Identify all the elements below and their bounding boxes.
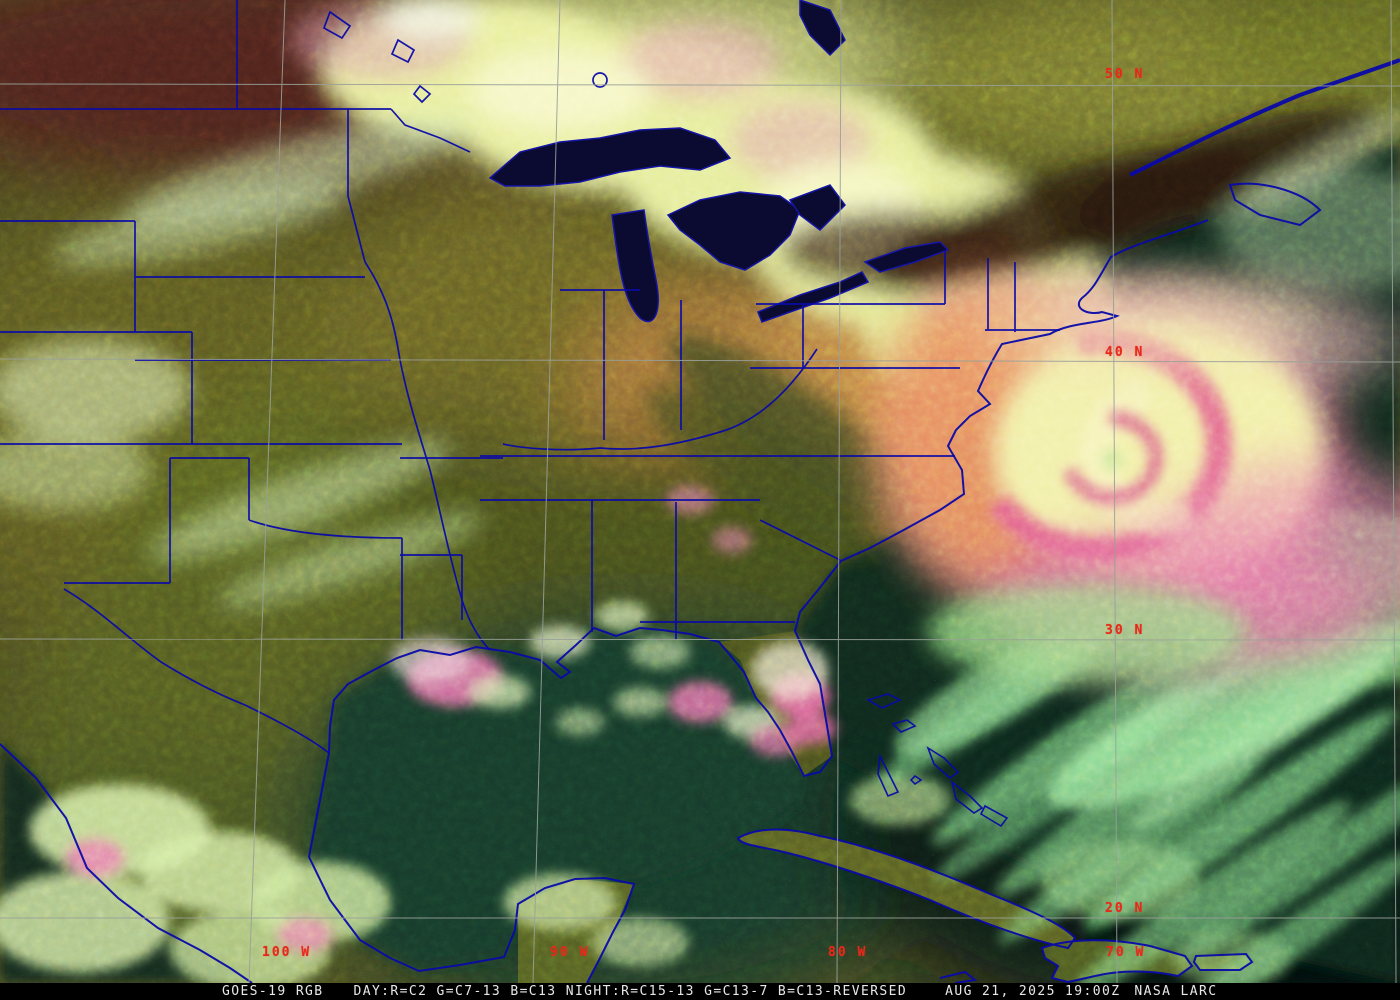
product-name: GOES-19 RGB — [222, 984, 324, 999]
lat-label-50n: 50 N — [1105, 67, 1145, 82]
east-gulf-coastline — [307, 219, 1209, 983]
lon-label-80w: 80 W — [828, 945, 868, 960]
georgian-bay — [788, 184, 846, 231]
gridline-60w — [1390, 0, 1397, 983]
status-bar: GOES-19 RGB DAY:R=C2 G=C7-13 B=C13 NIGHT… — [0, 983, 1400, 1000]
agency-credit: NASA LARC — [1134, 984, 1218, 999]
gridline-40n — [0, 358, 1400, 363]
lake-erie — [757, 271, 870, 323]
lake-superior — [488, 127, 732, 187]
mississippi-river — [364, 261, 491, 651]
gridline-30n — [0, 638, 1400, 641]
gridline-80w — [836, 0, 842, 983]
james-bay — [799, 0, 846, 57]
lat-label-30n: 30 N — [1105, 623, 1145, 638]
lon-label-90w: 90 W — [550, 945, 590, 960]
rio-grande — [63, 588, 330, 754]
gridline-70w — [1111, 0, 1118, 983]
ohio-river — [502, 348, 818, 451]
lake-michigan — [611, 209, 659, 323]
lat-label-40n: 40 N — [1105, 345, 1145, 360]
lat-label-20n: 20 N — [1105, 901, 1145, 916]
lon-label-70w: 70 W — [1106, 945, 1146, 960]
timestamp: AUG 21, 2025 19:00Z — [945, 984, 1121, 999]
lake-ontario — [863, 241, 950, 273]
gridline-100w — [248, 0, 286, 983]
great-lakes — [488, 0, 950, 323]
puerto-rico-outline — [1192, 952, 1254, 971]
band-recipe: DAY:R=C2 G=C7-13 B=C13 NIGHT:R=C15-13 G=… — [353, 984, 908, 999]
pacific-coastline — [0, 743, 253, 983]
cuba-outline — [736, 828, 1077, 950]
lon-label-100w: 100 W — [262, 945, 312, 960]
st-lawrence — [1129, 58, 1400, 177]
hispaniola-outline — [1040, 939, 1194, 983]
bahamas-outlines — [865, 693, 1009, 828]
state-borders — [0, 0, 1060, 754]
coastlines — [0, 58, 1400, 983]
nova-scotia-outline — [1228, 182, 1322, 227]
gridline-90w — [532, 0, 561, 983]
gridline-50n — [0, 83, 1400, 87]
lake-huron — [666, 191, 801, 271]
jamaica-outline — [939, 970, 978, 983]
